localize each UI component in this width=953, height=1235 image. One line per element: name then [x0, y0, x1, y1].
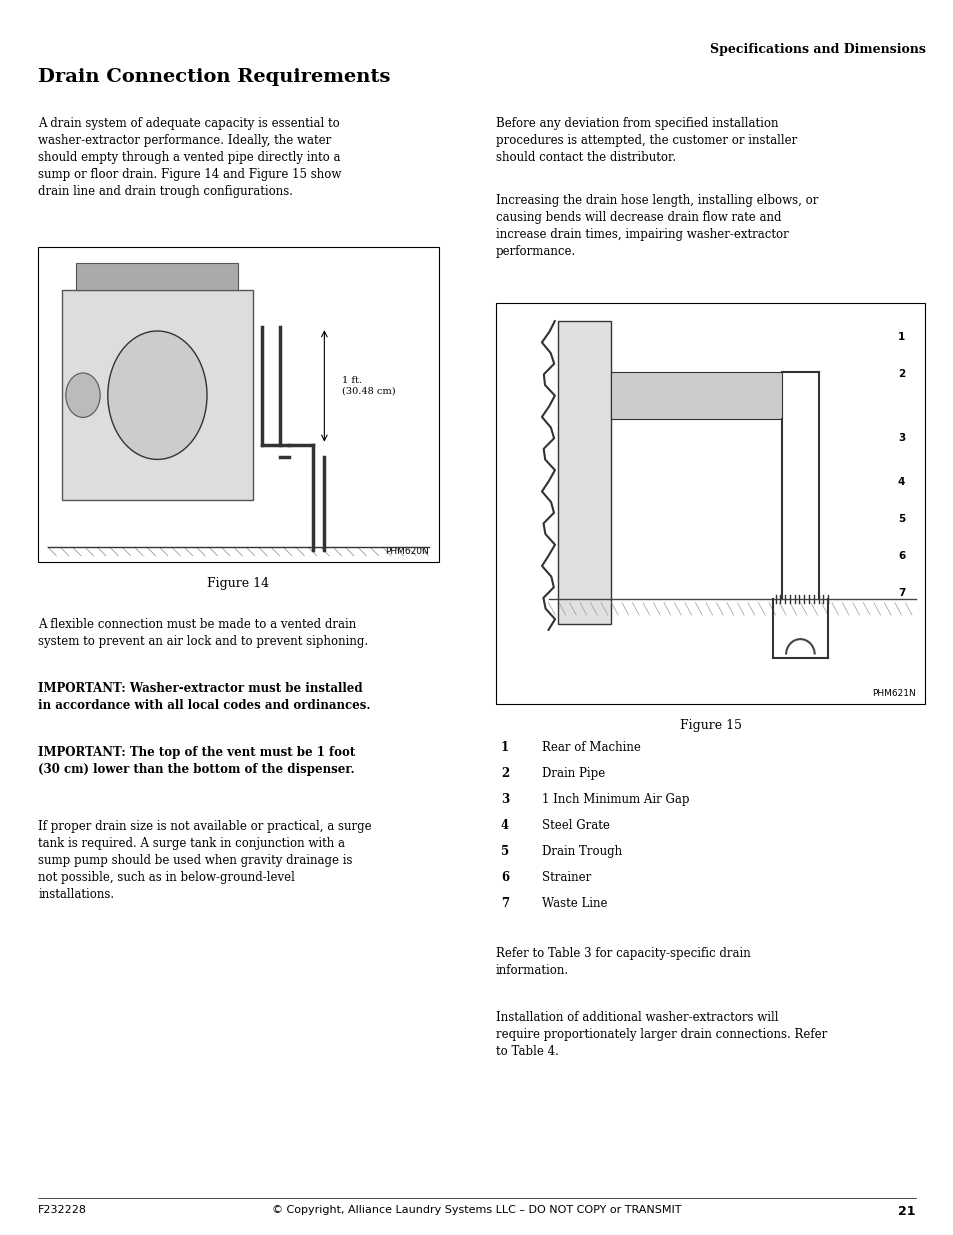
Text: Steel Grate: Steel Grate [541, 819, 609, 832]
Text: 5: 5 [897, 514, 904, 524]
Text: 2: 2 [897, 369, 904, 379]
Text: Before any deviation from specified installation
procedures is attempted, the cu: Before any deviation from specified inst… [496, 117, 797, 164]
Text: 2: 2 [500, 767, 509, 781]
Text: Installation of additional washer-extractors will
require proportionately larger: Installation of additional washer-extrac… [496, 1011, 826, 1058]
FancyBboxPatch shape [496, 303, 924, 704]
Text: 6: 6 [897, 551, 904, 561]
FancyBboxPatch shape [62, 290, 253, 500]
Text: PHM621N: PHM621N [871, 689, 915, 698]
Text: 4: 4 [897, 477, 904, 487]
Text: 7: 7 [500, 897, 509, 910]
Text: Refer to Table 3 for capacity-specific drain
information.: Refer to Table 3 for capacity-specific d… [496, 947, 750, 977]
Text: 1 ft.
(30.48 cm): 1 ft. (30.48 cm) [341, 377, 395, 395]
Text: 1: 1 [500, 741, 509, 755]
FancyBboxPatch shape [76, 263, 238, 290]
Text: F232228: F232228 [38, 1205, 87, 1215]
Text: 5: 5 [500, 845, 509, 858]
Text: 21: 21 [898, 1205, 915, 1219]
FancyBboxPatch shape [558, 321, 610, 624]
Text: Specifications and Dimensions: Specifications and Dimensions [709, 43, 924, 57]
Text: Waste Line: Waste Line [541, 897, 607, 910]
Text: Figure 14: Figure 14 [207, 577, 270, 590]
Text: If proper drain size is not available or practical, a surge
tank is required. A : If proper drain size is not available or… [38, 820, 372, 902]
Circle shape [66, 373, 100, 417]
Text: PHM620N: PHM620N [385, 547, 429, 556]
Text: 7: 7 [897, 588, 904, 598]
FancyBboxPatch shape [610, 372, 781, 419]
Circle shape [108, 331, 207, 459]
Text: Drain Trough: Drain Trough [541, 845, 621, 858]
Text: IMPORTANT: The top of the vent must be 1 foot
(30 cm) lower than the bottom of t: IMPORTANT: The top of the vent must be 1… [38, 746, 355, 776]
Text: Strainer: Strainer [541, 871, 591, 884]
Text: A drain system of adequate capacity is essential to
washer-extractor performance: A drain system of adequate capacity is e… [38, 117, 341, 199]
Text: 1 Inch Minimum Air Gap: 1 Inch Minimum Air Gap [541, 793, 689, 806]
Text: 3: 3 [897, 433, 904, 443]
Text: Drain Pipe: Drain Pipe [541, 767, 604, 781]
Text: A flexible connection must be made to a vented drain
system to prevent an air lo: A flexible connection must be made to a … [38, 618, 368, 647]
Text: Rear of Machine: Rear of Machine [541, 741, 640, 755]
FancyBboxPatch shape [38, 247, 438, 562]
Text: 1: 1 [897, 332, 904, 342]
Text: 6: 6 [500, 871, 509, 884]
Text: Figure 15: Figure 15 [679, 719, 740, 732]
Text: Increasing the drain hose length, installing elbows, or
causing bends will decre: Increasing the drain hose length, instal… [496, 194, 818, 258]
Text: © Copyright, Alliance Laundry Systems LLC – DO NOT COPY or TRANSMIT: © Copyright, Alliance Laundry Systems LL… [272, 1205, 681, 1215]
Text: IMPORTANT: Washer-extractor must be installed
in accordance with all local codes: IMPORTANT: Washer-extractor must be inst… [38, 682, 371, 711]
Text: 4: 4 [500, 819, 509, 832]
Text: Drain Connection Requirements: Drain Connection Requirements [38, 68, 390, 86]
Text: 3: 3 [500, 793, 509, 806]
